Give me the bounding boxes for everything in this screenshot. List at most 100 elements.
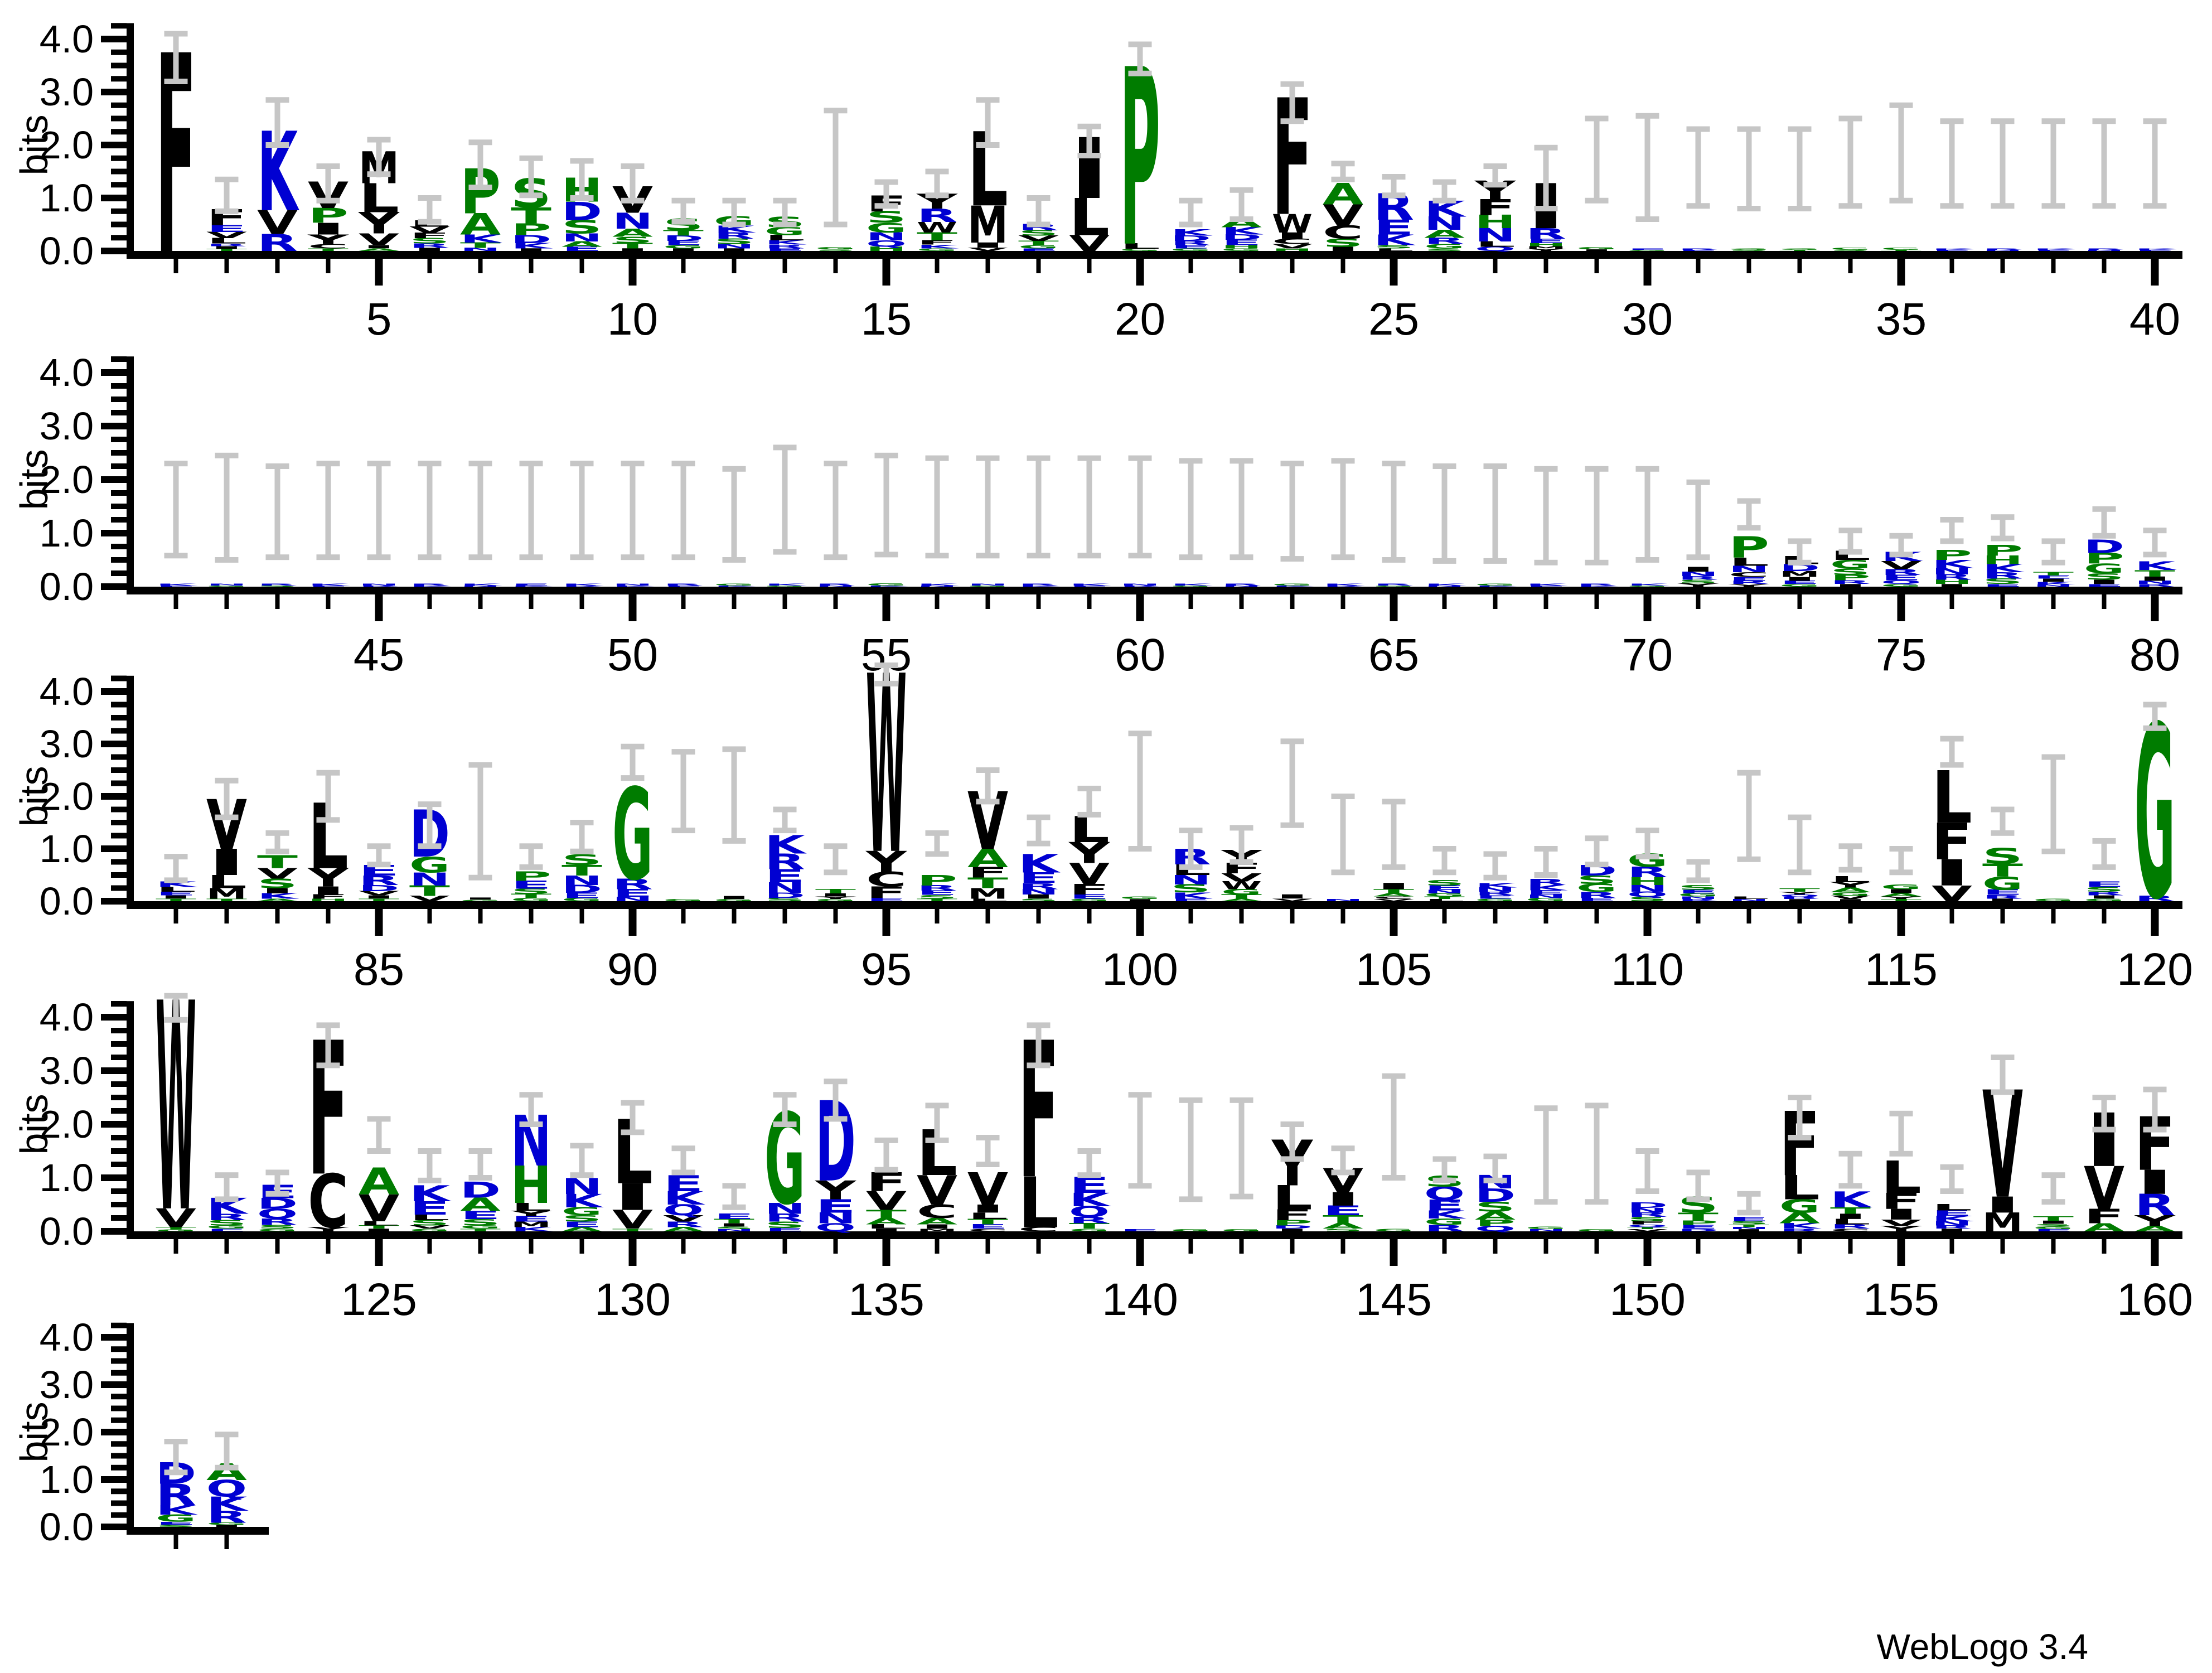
x-tick-label: 10 <box>607 294 658 345</box>
error-bar-cap-bottom <box>925 851 949 857</box>
logo-letter-R: R <box>764 849 805 874</box>
y-axis-line <box>127 675 134 909</box>
logo-letter-T: T <box>460 241 501 249</box>
error-bar-cap-top <box>1889 846 1913 852</box>
error-bar-line <box>376 463 382 558</box>
logo-letter-S: S <box>1323 236 1363 249</box>
logo-letter-G: G <box>815 246 856 250</box>
position-104: N <box>1323 794 1363 923</box>
y-minor-tick <box>111 1453 127 1459</box>
logo-letter-S: S <box>917 894 957 900</box>
y-minor-tick <box>111 1512 127 1518</box>
error-bar-cap-bottom <box>1483 182 1507 188</box>
error-bar-line <box>274 1172 280 1194</box>
error-bar-cap-bottom <box>773 221 797 228</box>
error-bar-cap-bottom <box>265 848 289 854</box>
position-66: NK <box>1424 463 1466 609</box>
logo-letter-C: C <box>1272 238 1313 246</box>
y-minor-tick <box>111 115 127 122</box>
error-bar-cap-top <box>1432 1156 1456 1162</box>
position-161: SEGKRD <box>156 1439 199 1549</box>
error-bar-line <box>1086 788 1092 815</box>
error-bar-cap-top <box>1331 1145 1355 1152</box>
x-tick-label: 40 <box>2129 294 2180 345</box>
logo-letter-R: R <box>1526 225 1566 242</box>
logo-letter-G: G <box>562 1205 602 1218</box>
error-bar-cap-bottom <box>2041 848 2065 854</box>
logo-letter-V: V <box>257 204 298 242</box>
logo-row-5: 0.01.02.03.04.0bitsSEGKRDIGRKQA <box>12 1316 269 1549</box>
error-bar-cap-bottom <box>1179 221 1203 228</box>
error-bar-cap-bottom <box>1940 762 1964 768</box>
logo-letter-G: G <box>1424 243 1465 250</box>
error-bar-cap-top <box>1788 814 1812 820</box>
logo-letter-E: E <box>1424 1197 1465 1214</box>
logo-letter-R: R <box>1932 1225 1972 1230</box>
error-bar-cap-bottom <box>1331 1169 1355 1176</box>
logo-letter-T: T <box>206 898 247 902</box>
logo-letter-D: D <box>663 234 704 243</box>
error-bar-cap-top <box>621 743 645 750</box>
logo-letter-F: F <box>1069 881 1110 898</box>
logo-letter-R: R <box>1526 877 1566 887</box>
x-minor-tick <box>1036 1239 1041 1254</box>
logo-letter-G: G <box>460 1225 501 1230</box>
error-bar-cap-top <box>1280 461 1304 467</box>
position-62: NR <box>1221 458 1262 609</box>
logo-letter-W: W <box>1272 209 1313 239</box>
error-bar-cap-bottom <box>570 554 594 560</box>
logo-letter-E: E <box>663 240 704 246</box>
logo-letter-E: E <box>1678 250 1719 252</box>
logo-letter-M: M <box>206 886 247 902</box>
x-minor-tick <box>985 259 990 273</box>
error-bar-cap-bottom <box>1179 864 1203 870</box>
logo-letter-S: S <box>1830 250 1871 252</box>
logo-letter-K: K <box>1069 1189 1111 1210</box>
logo-letter-F: F <box>2084 1205 2124 1228</box>
x-tick-label: 20 <box>1115 294 1165 345</box>
x-minor-tick <box>1594 909 1599 923</box>
x-minor-tick <box>2102 909 2107 923</box>
error-bar-cap-bottom <box>1230 1193 1253 1200</box>
x-minor-tick <box>427 1239 432 1254</box>
logo-letter-N: N <box>1982 250 2023 252</box>
error-bar-cap-bottom <box>1432 197 1456 204</box>
logo-letter-E: E <box>511 583 551 586</box>
logo-letter-K: K <box>1018 849 1061 878</box>
logo-letter-K: K <box>1475 586 1517 587</box>
logo-letter-Y: Y <box>307 1226 350 1232</box>
y-major-tick <box>101 195 127 201</box>
x-tick-label: 110 <box>1611 944 1684 995</box>
logo-letter-A: A <box>562 1226 602 1232</box>
logo-letter-R: R <box>1830 579 1871 586</box>
logo-letter-K: K <box>562 583 604 586</box>
logo-letter-R: R <box>1982 570 2023 581</box>
error-bar-cap-bottom <box>1128 846 1152 852</box>
logo-letter-K: K <box>1170 228 1213 238</box>
error-bar-cap-bottom <box>824 869 848 876</box>
logo-letter-T: T <box>511 204 551 229</box>
logo-letter-S: S <box>1830 567 1871 577</box>
logo-letter-T: T <box>1627 1226 1668 1230</box>
error-bar-line <box>782 447 788 552</box>
logo-letter-I: I <box>714 1222 754 1227</box>
error-bar-line <box>1746 501 1752 528</box>
y-tick-label: 2.0 <box>40 123 94 167</box>
logo-letter-E: E <box>1779 580 1820 585</box>
logo-letter-G: G <box>409 853 450 878</box>
y-minor-tick <box>111 1041 127 1047</box>
logo-letter-G: G <box>1576 246 1617 250</box>
error-bar-cap-top <box>1838 115 1862 122</box>
x-minor-tick <box>427 594 432 609</box>
logo-letter-N: N <box>1424 586 1465 587</box>
logo-letter-V: V <box>663 1213 704 1224</box>
logo-letter-G: G <box>1221 1229 1262 1232</box>
x-major-tick <box>628 259 637 286</box>
